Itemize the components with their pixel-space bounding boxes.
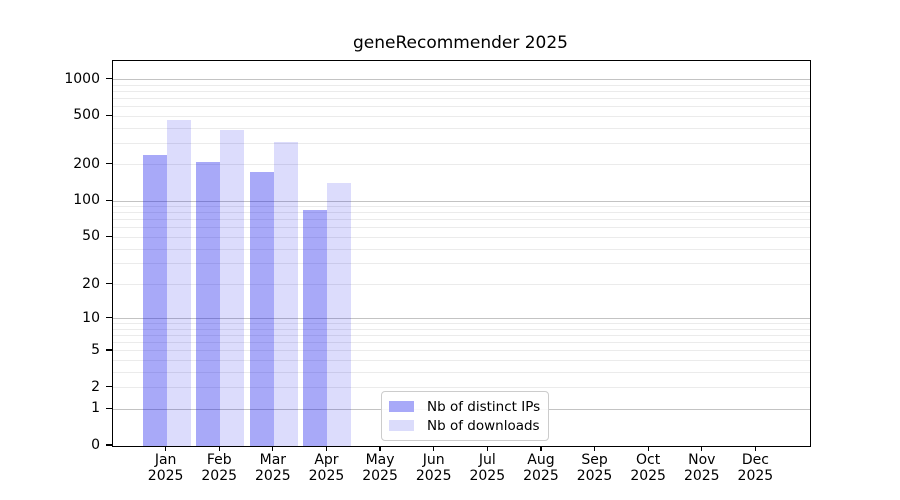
y-tick-label: 0 [91,437,100,453]
x-tick-mark [701,446,703,451]
gridline-minor [113,387,810,389]
x-tick-mark [540,446,542,451]
y-tick-mark [106,199,112,201]
y-tick-mark [106,163,112,165]
gridline-minor [113,106,810,108]
gridline-major [113,200,810,202]
gridline-minor [113,328,810,330]
x-tick-mark [486,446,488,451]
y-tick-mark [106,114,112,116]
x-tick-label-aug: Aug 2025 [523,452,559,484]
gridline-minor [113,115,810,117]
bar-layer [113,61,810,446]
y-tick-mark [106,317,112,319]
gridline-minor [113,212,810,214]
x-tick-mark [325,446,328,451]
gridline-minor [113,350,810,352]
gridline-minor [113,142,810,144]
bar-nb-of-downloads-feb [220,130,245,446]
x-tick-label-jul: Jul 2025 [469,452,506,484]
y-tick-label: 500 [73,107,100,124]
x-tick-label-nov: Nov 2025 [683,452,720,484]
gridline-major [113,318,810,320]
gridline-minor [113,323,810,325]
x-tick-label-apr: Apr 2025 [308,452,345,484]
legend-swatch-nb-of-downloads [389,420,414,431]
x-tick-mark [379,446,381,451]
y-tick-mark [106,235,112,238]
gridline-minor [113,371,810,373]
x-tick-mark [165,446,167,451]
y-tick-label: 1000 [64,70,100,87]
y-tick-mark [106,282,112,285]
x-tick-label-oct: Oct 2025 [630,452,666,484]
chart-title: geneRecommender 2025 [353,33,568,53]
x-tick-label-jun: Jun 2025 [415,452,452,484]
x-tick-label-sep: Sep 2025 [576,452,613,484]
grid-layer [113,61,810,446]
y-tick-label: 5 [91,341,100,358]
y-tick-label: 1 [91,400,100,417]
x-tick-label-dec: Dec 2025 [737,452,774,484]
y-tick-mark [106,77,112,80]
bar-nb-of-distinct-ips-feb [196,161,221,446]
x-tick-mark [647,446,649,451]
gridline-minor [113,127,810,129]
legend: Nb of distinct IPs Nb of downloads [381,391,550,441]
gridline-minor [113,206,810,208]
gridline-major [113,79,810,81]
legend-label: Nb of distinct IPs [427,398,541,415]
legend-item-nb-of-downloads: Nb of downloads [389,416,540,435]
x-tick-mark [272,446,274,451]
gridline-minor [113,284,810,286]
gridline-minor [113,219,810,221]
x-tick-label-jan: Jan 2025 [147,452,184,484]
bar-nb-of-distinct-ips-apr [303,209,328,446]
y-tick-label: 10 [82,309,100,326]
gridline-minor [113,248,810,250]
x-tick-mark [218,446,220,451]
y-tick-mark [106,386,112,388]
y-tick-label: 200 [73,155,100,172]
y-tick-label: 50 [82,228,100,245]
legend-label: Nb of downloads [427,417,540,434]
legend-item-nb-of-distinct-ips: Nb of distinct IPs [389,397,540,416]
x-tick-mark [433,446,435,451]
gridline-minor [113,360,810,362]
gridline-minor [113,342,810,344]
gridline-minor [113,227,810,229]
bar-nb-of-distinct-ips-jan [142,155,167,446]
y-tick-label: 2 [91,378,100,395]
x-tick-mark [593,446,596,451]
gridline-minor [113,84,810,86]
gridline-minor [113,90,810,92]
y-tick-mark [106,407,112,409]
x-tick-mark [754,446,756,451]
bar-nb-of-downloads-apr [327,183,352,446]
legend-swatch-nb-of-distinct-ips [389,401,414,412]
gridline-minor [113,164,810,166]
bar-nb-of-downloads-jan [166,120,191,446]
y-tick-mark [106,349,112,351]
gridline-minor [113,236,810,238]
bar-nb-of-downloads-mar [273,142,298,446]
y-tick-label: 20 [82,275,100,292]
x-tick-label-mar: Mar 2025 [255,452,291,484]
y-tick-label: 100 [73,192,100,209]
x-tick-label-may: May 2025 [362,452,398,484]
y-tick-mark [106,444,112,446]
bar-nb-of-distinct-ips-mar [249,171,274,446]
gridline-minor [113,97,810,99]
plot-area [112,60,811,447]
gridline-minor [113,335,810,337]
x-tick-label-feb: Feb 2025 [201,452,238,484]
gridline-minor [113,263,810,265]
